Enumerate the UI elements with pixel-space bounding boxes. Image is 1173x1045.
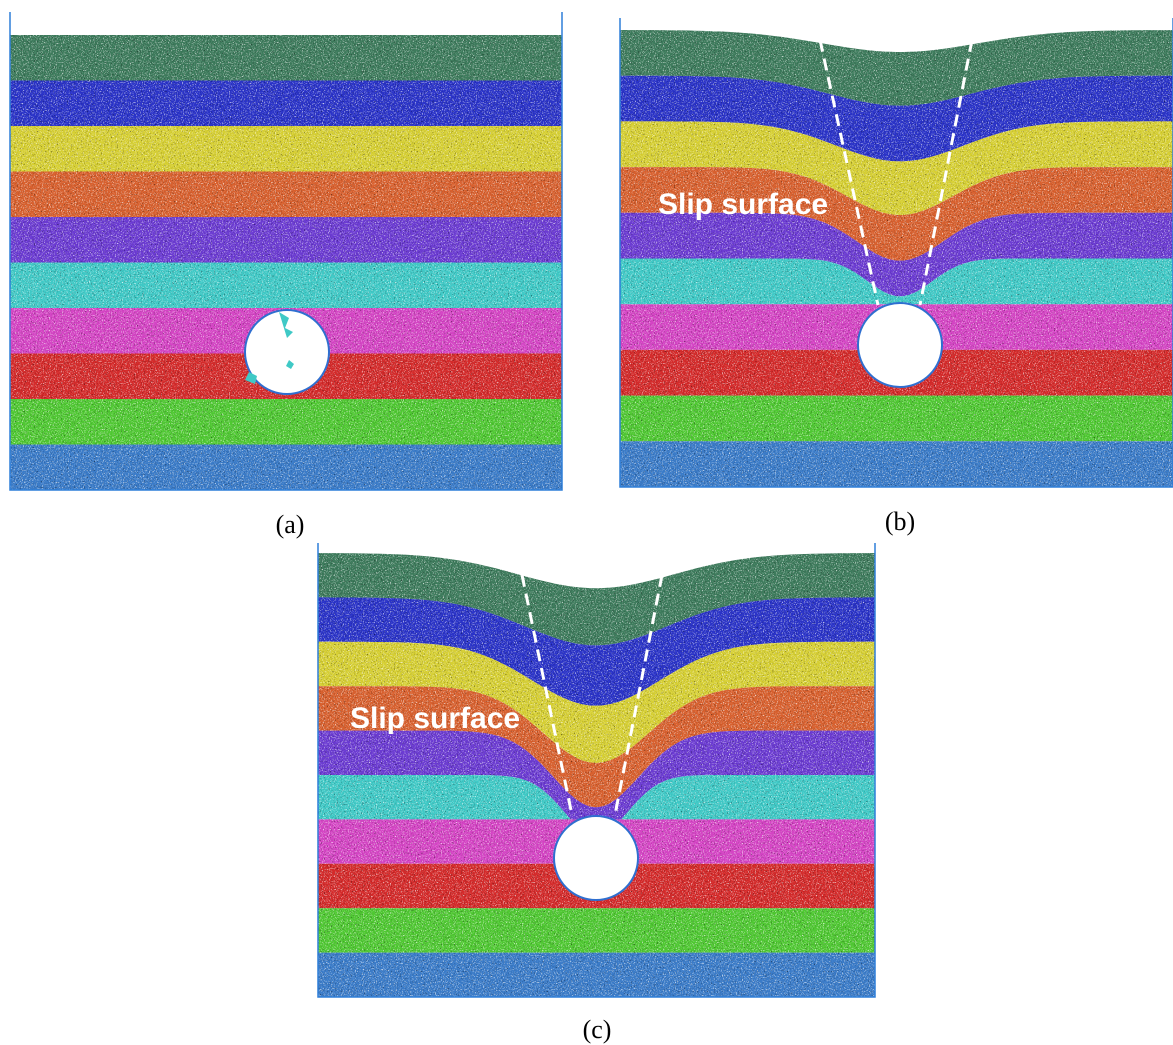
panel: Slip surface xyxy=(620,18,1173,487)
grain xyxy=(318,548,875,997)
panel: Slip surface xyxy=(318,543,875,997)
annotation: Slip surface xyxy=(350,702,520,735)
panel-label: (a) xyxy=(276,510,305,539)
tunnel xyxy=(554,816,638,900)
tunnel xyxy=(858,303,942,387)
panel xyxy=(10,12,562,490)
grain xyxy=(10,30,562,490)
panel-label: (b) xyxy=(885,507,915,536)
annotation: Slip surface xyxy=(658,188,828,221)
figure: Slip surface Slip surface (a) (b) (c) xyxy=(0,0,1173,1045)
grain xyxy=(620,25,1173,487)
panel-label: (c) xyxy=(583,1015,612,1044)
